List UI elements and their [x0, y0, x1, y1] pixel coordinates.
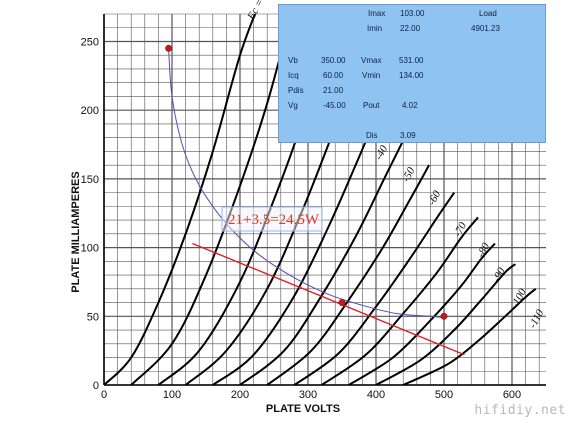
- y-tick-label: 200: [81, 105, 99, 117]
- grid-curve: [321, 216, 479, 385]
- x-tick-label: 200: [231, 389, 249, 401]
- grid-curve: [375, 263, 517, 385]
- operating-point: [338, 299, 346, 307]
- tick-labels: 0 100 200 300 400 500 600 0 50 100 150 200 250: [81, 36, 522, 401]
- vmin-label: Vmin: [362, 71, 381, 80]
- curve-label: -110: [527, 307, 547, 330]
- grid-curve: [266, 164, 430, 385]
- vb-label: Vb: [288, 56, 298, 65]
- operating-point: [165, 44, 173, 52]
- load-line: [192, 242, 465, 356]
- imax-value: 103.00: [400, 9, 425, 18]
- y-tick-label: 50: [87, 311, 99, 323]
- load-label: Load: [479, 9, 497, 18]
- grid-voltage-curves: [104, 14, 537, 385]
- icq-value: 60.00: [323, 71, 344, 80]
- x-tick-label: 300: [299, 389, 317, 401]
- x-tick-label: 500: [435, 389, 453, 401]
- grid-curve: [293, 192, 456, 385]
- x-tick-label: 600: [503, 389, 521, 401]
- vmax-value: 531.00: [399, 56, 424, 65]
- dissipation-annotation: 21+3.5=24.5W: [228, 212, 320, 228]
- grid: [103, 13, 546, 386]
- grid-curve: [104, 14, 257, 385]
- vg-label: Vg: [288, 101, 298, 110]
- grid-curve: [184, 89, 350, 385]
- annotation-box: [221, 206, 323, 232]
- x-tick-label: 0: [101, 389, 107, 401]
- grid-curve: [212, 116, 377, 385]
- dis-value: 3.09: [400, 131, 416, 140]
- grid-curve: [239, 139, 405, 385]
- calculation-panel: Imax 103.00 Load Imin 22.00 4901.23 Vb 3…: [278, 4, 546, 143]
- curve-label: -70: [452, 220, 470, 239]
- pout-value: 4.02: [402, 101, 418, 110]
- curve-label: -60: [426, 188, 444, 207]
- y-tick-label: 0: [93, 380, 99, 392]
- y-tick-label: 250: [81, 36, 99, 48]
- imin-label: Imin: [367, 24, 383, 33]
- vg-value: -45.00: [323, 101, 346, 110]
- curve-label: -80: [475, 241, 493, 260]
- pout-label: Pout: [363, 101, 380, 110]
- watermark: hifidiy.net: [474, 403, 566, 418]
- operating-point: [440, 312, 448, 320]
- y-axis-label: PLATE MILLIAMPERES: [70, 171, 82, 292]
- load-value: 4901.23: [471, 24, 500, 33]
- x-axis-label: PLATE VOLTS: [266, 403, 340, 415]
- grid-curve: [402, 288, 537, 385]
- vmax-label: Vmax: [361, 56, 382, 65]
- max-dissipation-curve: [168, 48, 445, 319]
- vmin-value: 134.00: [399, 71, 424, 80]
- x-tick-label: 400: [367, 389, 385, 401]
- curve-label: -50: [400, 165, 418, 184]
- curve-label: Ec = 0: [245, 0, 270, 23]
- y-tick-label: 100: [81, 243, 99, 255]
- imax-label: Imax: [368, 9, 386, 18]
- pdis-value: 21.00: [323, 86, 344, 95]
- vb-value: 350.00: [321, 56, 346, 65]
- overlay: [165, 44, 465, 356]
- y-tick-label: 150: [81, 174, 99, 186]
- dis-label: Dis: [366, 131, 378, 140]
- grid-curve: [348, 242, 496, 385]
- curve-label: -90: [490, 265, 508, 284]
- icq-label: Icq: [288, 71, 299, 80]
- imin-value: 22.00: [400, 24, 421, 33]
- x-tick-label: 100: [163, 389, 181, 401]
- pdis-label: Pdis: [288, 86, 304, 95]
